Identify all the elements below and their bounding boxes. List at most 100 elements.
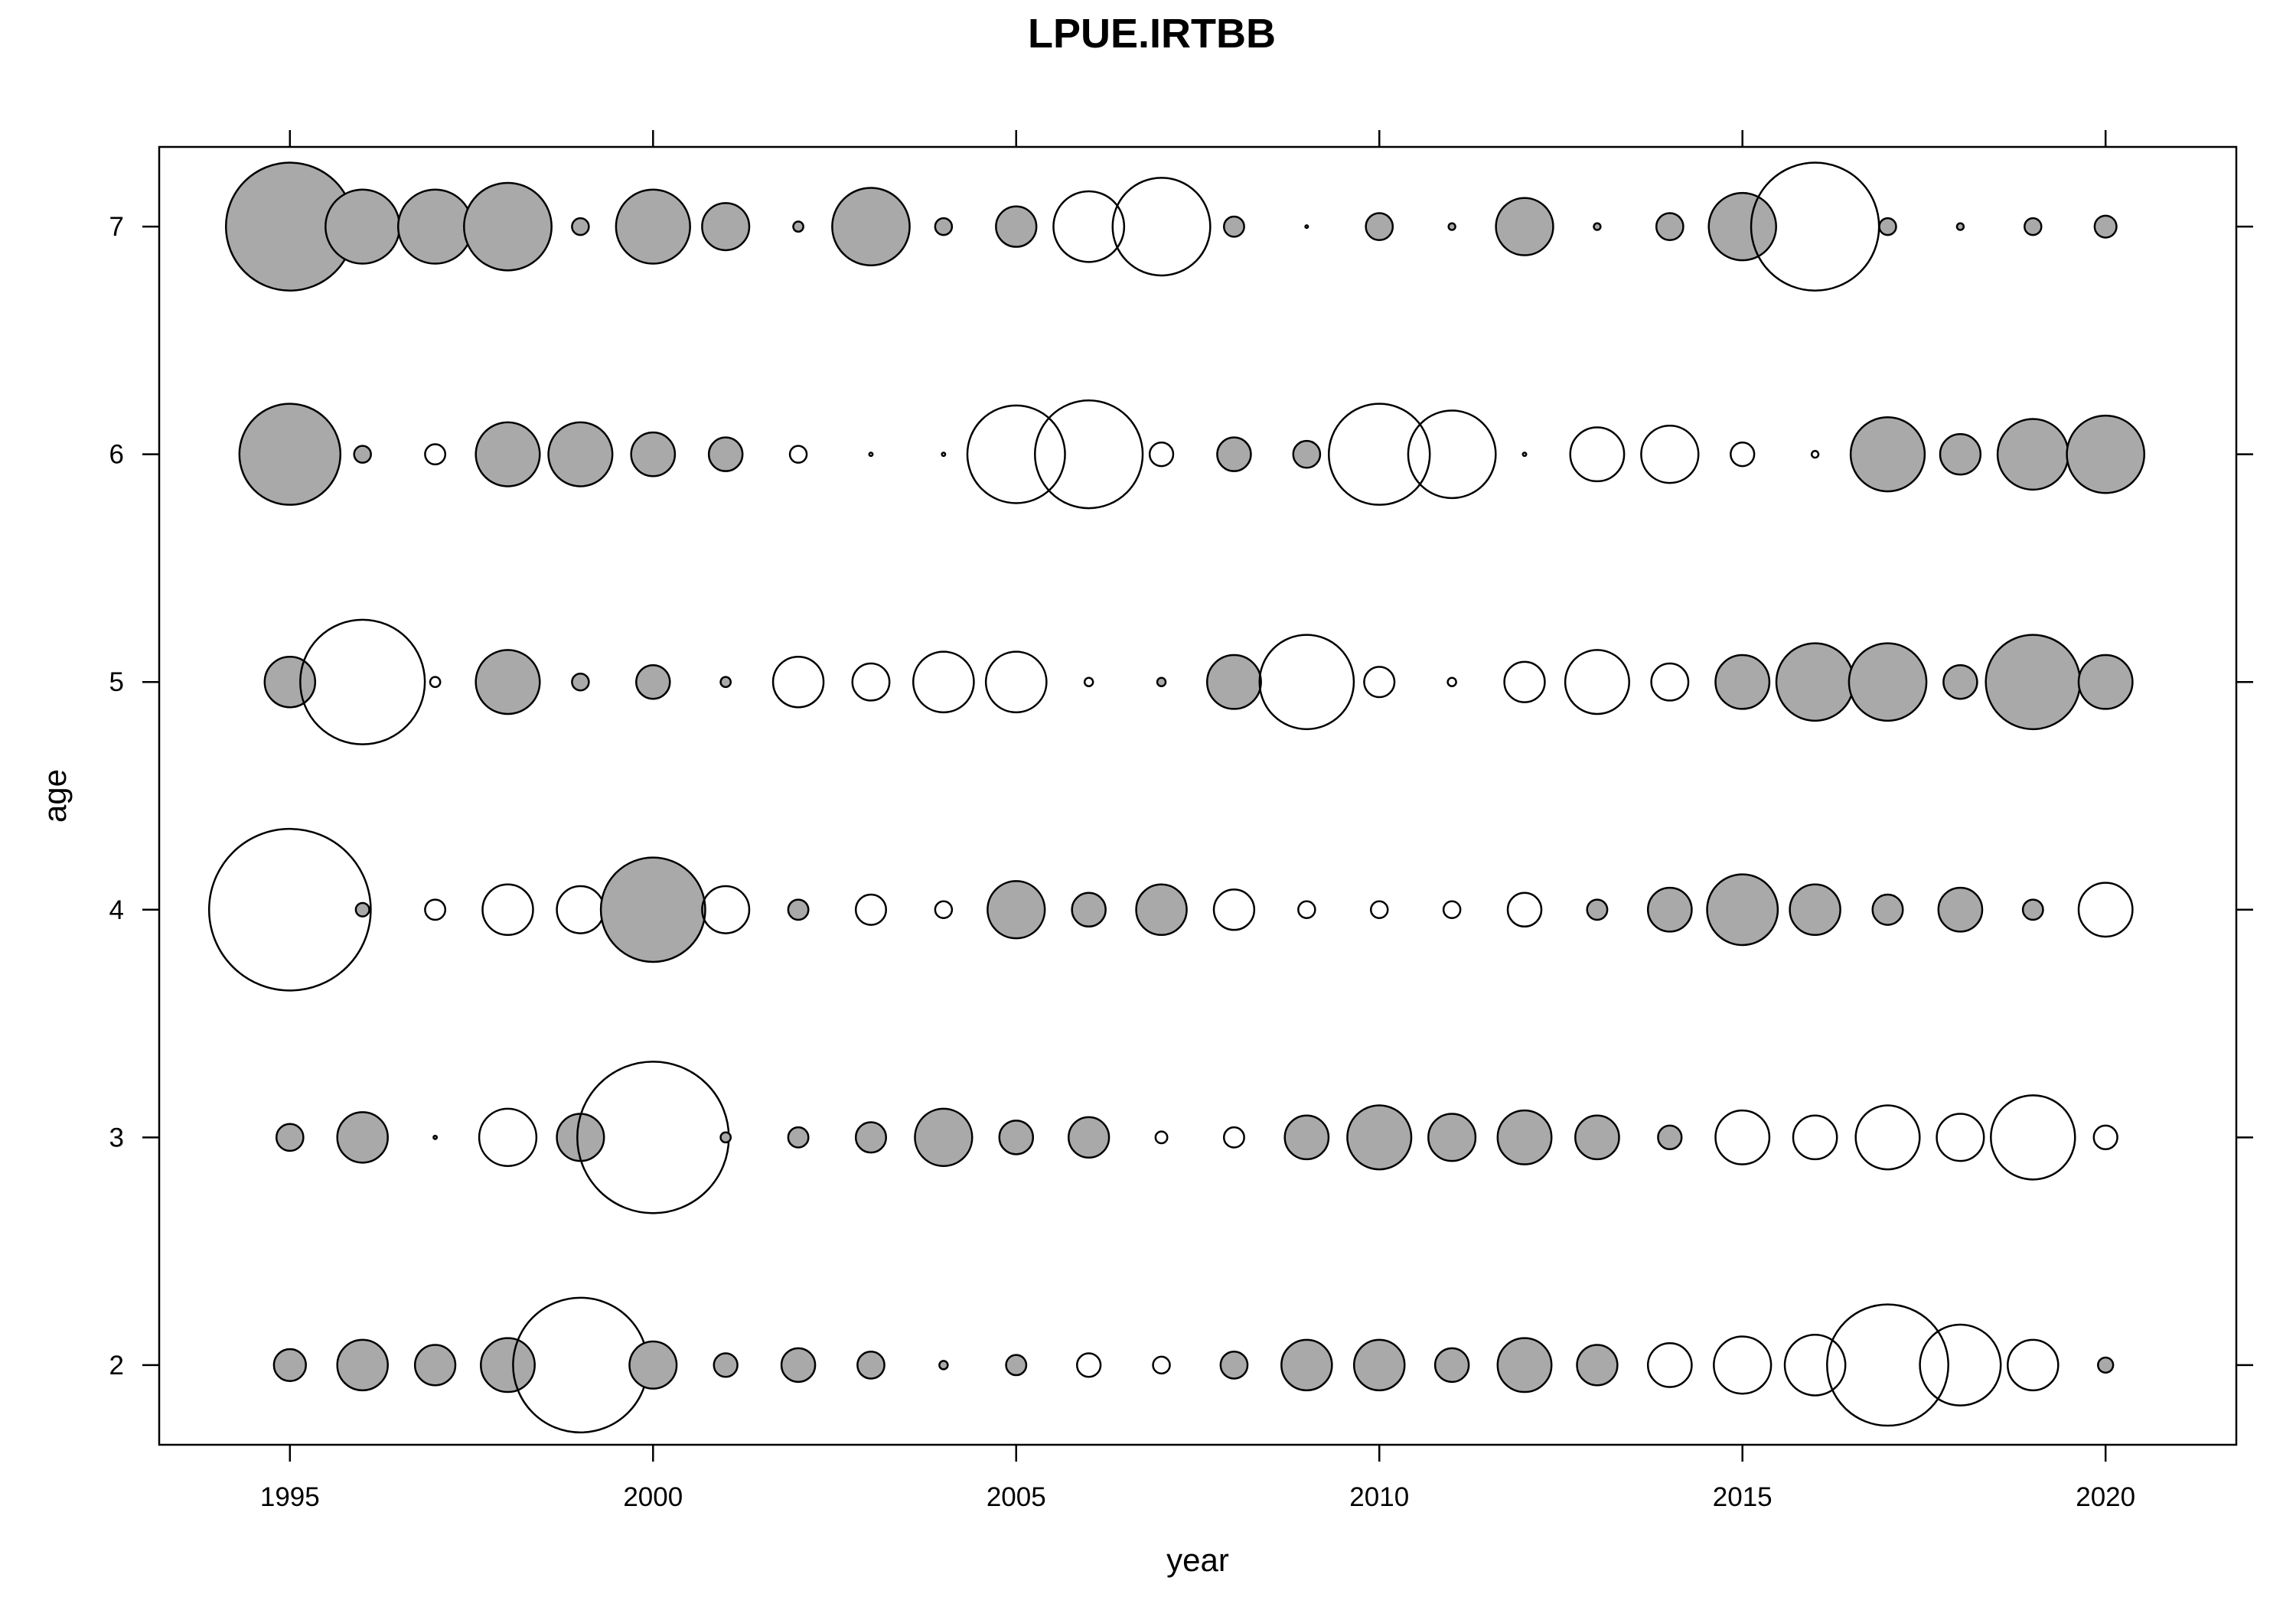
bubble-age5-2005 <box>984 650 1048 714</box>
bubble-age5-2007 <box>1156 676 1167 687</box>
bubble-age2-2000 <box>628 1340 678 1390</box>
bubble-age2-2004 <box>938 1360 949 1371</box>
y-tick-label: 5 <box>109 667 124 697</box>
bubble-age2-2002 <box>780 1347 817 1384</box>
bubble-age4-1997 <box>424 898 447 921</box>
bubble-age2-2006 <box>1076 1352 1102 1378</box>
bubble-age2-2008 <box>1219 1351 1249 1380</box>
bubble-age2-2007 <box>1152 1355 1171 1375</box>
x-axis: 1995 2000 2005 2010 2015 2020 <box>260 1445 2135 1512</box>
x-tick-label: 2015 <box>1713 1482 1773 1512</box>
bubble-age4-2006 <box>1071 892 1107 928</box>
bubble-age7-2005 <box>995 205 1038 248</box>
bubble-age4-2001 <box>701 885 751 934</box>
bubble-age2-1998 <box>480 1337 536 1393</box>
bubble-age4-2008 <box>1212 888 1256 931</box>
bubble-age4-2011 <box>1442 900 1462 920</box>
bubble-age3-2010 <box>1346 1104 1413 1171</box>
bubble-age7-1996 <box>325 188 401 265</box>
bubble-age6-2006 <box>1034 399 1144 510</box>
y-axis-label: age <box>37 769 73 823</box>
bubble-age3-2007 <box>1154 1130 1169 1145</box>
bubble-age7-2003 <box>831 187 911 266</box>
bubble-age2-2013 <box>1576 1344 1619 1387</box>
bubble-age5-2014 <box>1650 662 1690 702</box>
bubble-age2-2017 <box>1826 1303 1949 1427</box>
bubble-age3-2005 <box>998 1120 1035 1156</box>
bubble-age6-2012 <box>1521 451 1528 458</box>
bubble-age3-1998 <box>478 1107 538 1167</box>
bubble-age7-2007 <box>1111 177 1212 277</box>
bubble-age2-2014 <box>1646 1342 1693 1388</box>
bubble-age7-2014 <box>1655 212 1684 241</box>
bubble-age4-2015 <box>1706 873 1779 947</box>
bubble-age7-2016 <box>1750 161 1880 292</box>
bubble-age3-2015 <box>1714 1109 1771 1165</box>
y-tick-label: 4 <box>109 895 124 925</box>
bubble-age7-2006 <box>1052 190 1126 263</box>
bubble-age5-2003 <box>851 662 891 702</box>
bubble-age3-1995 <box>275 1123 305 1152</box>
bubble-age7-2018 <box>1955 222 1965 231</box>
bubble-age3-2018 <box>1936 1113 1985 1162</box>
bubble-age5-2008 <box>1205 654 1262 710</box>
x-tick-label: 1995 <box>260 1482 320 1512</box>
bubble-age4-2004 <box>934 900 954 920</box>
bubble-age4-2003 <box>854 893 888 926</box>
bubble-age4-1995 <box>207 827 372 992</box>
bubble-age2-2009 <box>1280 1338 1333 1392</box>
bubble-age6-2001 <box>707 436 744 472</box>
bubble-age6-2019 <box>1996 418 2069 491</box>
bubble-age3-2017 <box>1854 1104 1921 1171</box>
bubble-age6-1997 <box>424 443 447 466</box>
bubble-age5-1998 <box>475 649 541 715</box>
bubble-age5-2012 <box>1503 660 1546 703</box>
bubble-age6-2008 <box>1216 436 1252 472</box>
bubble-age2-2016 <box>1783 1334 1847 1397</box>
bubble-age2-2001 <box>713 1352 739 1378</box>
bubble-age4-2002 <box>787 898 810 921</box>
bubble-age4-2019 <box>2021 898 2044 921</box>
bubble-age2-2020 <box>2097 1356 2115 1374</box>
bubble-age7-2013 <box>1593 222 1602 231</box>
bubble-age4-2000 <box>599 856 706 963</box>
bubble-age7-2019 <box>2024 217 2043 236</box>
bubble-age5-1997 <box>429 676 442 689</box>
bubble-age5-2004 <box>912 650 975 714</box>
bubble-age2-2005 <box>1005 1354 1028 1377</box>
bubble-age5-2018 <box>1942 663 1978 700</box>
bubble-age7-2015 <box>1707 191 1777 262</box>
bubble-age7-2010 <box>1365 212 1394 241</box>
bubble-age4-2007 <box>1135 883 1188 937</box>
bubble-age5-1999 <box>571 672 590 692</box>
x-axis-top <box>289 130 2107 147</box>
bubble-age7-2002 <box>792 220 804 233</box>
bubble-age5-2020 <box>2077 654 2134 710</box>
bubble-age7-2000 <box>615 188 691 265</box>
chart-title: LPUE.IRTBB <box>1028 11 1276 57</box>
bubble-age4-1996 <box>354 901 370 918</box>
bubble-age6-2020 <box>2066 414 2146 494</box>
bubble-age6-2000 <box>630 431 677 478</box>
bubble-age5-2006 <box>1083 676 1094 687</box>
x-tick-label: 2005 <box>987 1482 1046 1512</box>
bubble-age5-2016 <box>1775 642 1855 722</box>
bubbles-group <box>207 161 2146 1434</box>
bubble-age7-1999 <box>571 217 590 236</box>
bubble-age4-2020 <box>2077 882 2134 938</box>
bubble-age4-2012 <box>1506 892 1543 928</box>
bubble-age3-2012 <box>1496 1109 1553 1165</box>
bubble-age3-2016 <box>1792 1114 1838 1161</box>
bubble-age4-2014 <box>1646 886 1693 933</box>
bubble-age6-1998 <box>475 421 541 487</box>
bubble-age7-1998 <box>463 181 553 272</box>
bubble-age3-2001 <box>719 1131 732 1144</box>
bubble-age3-2019 <box>1990 1094 2076 1181</box>
bubble-age5-2015 <box>1714 654 1771 710</box>
x-tick-label: 2010 <box>1349 1482 1409 1512</box>
x-tick-label: 2000 <box>623 1482 683 1512</box>
bubble-age3-2000 <box>576 1061 730 1214</box>
bubble-age3-2002 <box>787 1126 810 1149</box>
bubble-age3-2020 <box>2092 1124 2118 1150</box>
bubble-age2-2019 <box>2007 1338 2060 1392</box>
